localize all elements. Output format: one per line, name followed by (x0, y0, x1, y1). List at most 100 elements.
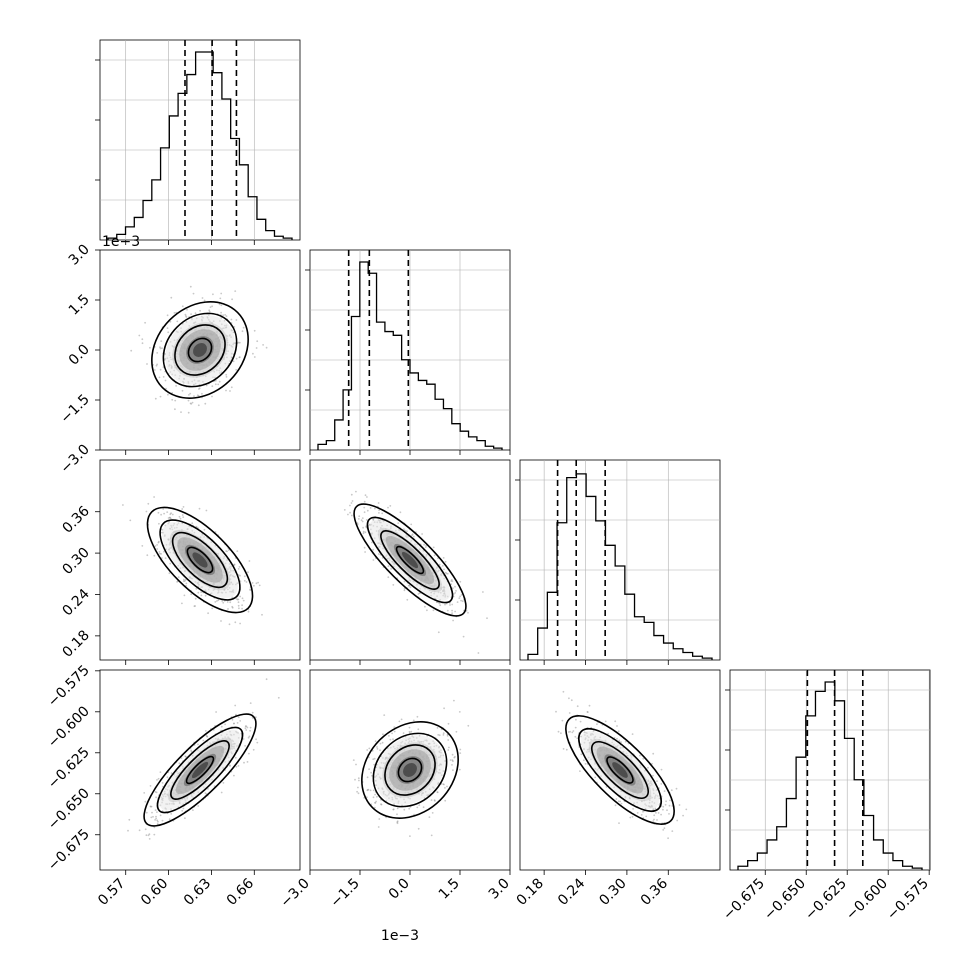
sample-point (459, 580, 462, 583)
sample-point (220, 311, 223, 314)
sample-point (248, 560, 251, 562)
sample-point (169, 513, 172, 516)
sample-point (201, 392, 203, 395)
sample-point (261, 613, 263, 616)
offset-label-x: 1e−3 (381, 928, 419, 944)
x-tick-label-2212302e363235-2: −0.625 (802, 876, 850, 924)
sample-point (358, 515, 361, 518)
sample-point (156, 779, 158, 781)
sample-point (170, 813, 173, 815)
sample-point (231, 606, 234, 609)
histogram-step (317, 261, 503, 450)
sample-point (561, 719, 564, 722)
sample-point (141, 338, 144, 341)
sample-point (422, 806, 425, 809)
sample-point (388, 735, 390, 737)
sample-point (560, 732, 562, 735)
sample-point (197, 404, 200, 407)
sample-point (207, 788, 209, 790)
sample-point (159, 368, 162, 371)
sample-point (403, 580, 406, 583)
sample-point (362, 532, 365, 535)
sample-point (224, 723, 227, 726)
sample-point (149, 805, 152, 808)
sample-point (453, 699, 455, 702)
sample-point (366, 496, 368, 498)
sample-point (467, 611, 469, 614)
sample-point (229, 765, 231, 767)
sample-point (409, 586, 412, 589)
sample-point (588, 704, 591, 707)
panel-2-2 (515, 459, 721, 665)
sample-point (454, 610, 456, 613)
sample-point (170, 772, 173, 775)
sample-point (141, 342, 144, 345)
sample-point (236, 550, 239, 552)
sample-point (444, 571, 447, 574)
x-tick-label-2212312e35-1: −1.5 (327, 876, 362, 911)
sample-point (211, 607, 214, 610)
sample-point (408, 584, 411, 587)
sample-point (181, 602, 183, 605)
sample-point (258, 584, 261, 587)
sample-point (374, 740, 377, 743)
sample-point (158, 551, 161, 553)
sample-point (676, 819, 679, 822)
sample-point (376, 748, 379, 750)
x-tick-label-2212302e363530-1: −0.650 (761, 876, 809, 924)
sample-point (214, 601, 217, 603)
sample-point (477, 652, 480, 654)
sample-point (569, 730, 571, 733)
sample-point (219, 297, 222, 300)
contour-line (143, 713, 257, 827)
panel-frame (729, 669, 931, 871)
sample-point (211, 395, 213, 398)
sample-point (396, 807, 399, 810)
sample-point (178, 762, 181, 765)
sample-point (373, 806, 376, 809)
sample-point (632, 808, 634, 810)
sample-point (423, 543, 425, 546)
sample-point (438, 563, 441, 566)
sample-point (226, 550, 229, 553)
sample-point (189, 392, 192, 395)
sample-point (562, 690, 565, 693)
sample-point (237, 716, 240, 719)
sample-point (225, 373, 228, 376)
panel-frame (99, 669, 301, 871)
sample-point (234, 621, 237, 624)
sample-point (167, 331, 170, 334)
sample-point (235, 369, 238, 371)
density-cell (612, 762, 628, 778)
sample-point (238, 607, 240, 610)
sample-point (446, 734, 449, 737)
sample-point (357, 792, 360, 795)
sample-point (252, 352, 254, 355)
sample-point (159, 395, 162, 398)
sample-point (668, 813, 670, 815)
sample-point (356, 790, 358, 793)
sample-point (156, 819, 159, 822)
sample-point (409, 835, 411, 837)
sample-point (233, 564, 236, 566)
sample-point (367, 788, 370, 791)
sample-point (582, 759, 585, 762)
sample-point (363, 546, 366, 549)
sample-point (161, 782, 164, 784)
sample-point (245, 581, 248, 583)
sample-point (652, 820, 655, 822)
sample-point (153, 833, 156, 836)
sample-point (234, 756, 237, 759)
contour-line (162, 312, 238, 388)
sample-point (379, 749, 381, 752)
sample-point (365, 796, 368, 799)
sample-point (443, 568, 445, 571)
sample-point (617, 730, 620, 733)
sample-point (652, 752, 655, 755)
sample-point (180, 757, 183, 759)
sample-point (372, 789, 375, 792)
sample-point (586, 711, 589, 713)
sample-point (350, 502, 353, 504)
sample-point (444, 787, 446, 789)
